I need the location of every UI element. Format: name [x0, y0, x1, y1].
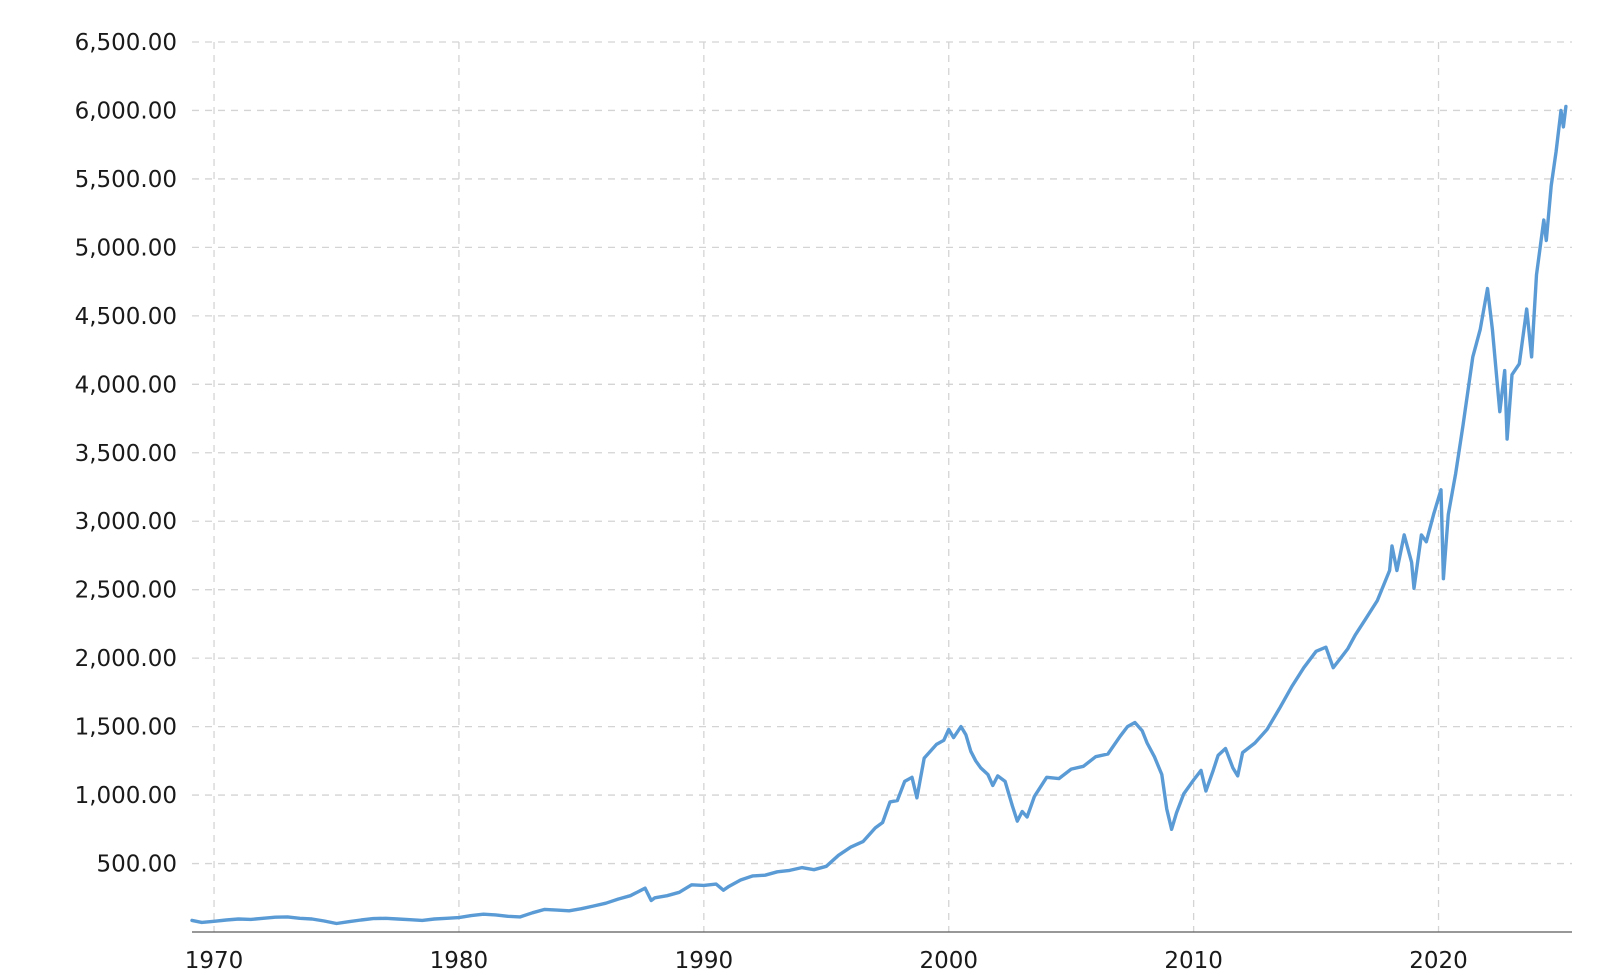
- tick-labels: 500.00 1,000.00 1,500.00 2,000.00 2,500.00 3,…: [75, 30, 1468, 974]
- y-tick-label: 6,000.00: [75, 98, 177, 124]
- y-tick-label: 6,500.00: [75, 30, 177, 56]
- y-tick-label: 2,000.00: [75, 646, 177, 672]
- y-tick-label: 1,000.00: [75, 783, 177, 809]
- x-tick-label: 2020: [1409, 948, 1468, 974]
- grid: [192, 41, 1572, 932]
- y-tick-label: 500.00: [97, 852, 177, 878]
- y-tick-label: 4,000.00: [75, 372, 177, 398]
- x-tick-label: 1970: [185, 948, 244, 974]
- series-line: [190, 104, 1568, 926]
- x-tick-label: 2010: [1164, 948, 1223, 974]
- y-tick-label: 4,500.00: [75, 304, 177, 330]
- y-tick-label: 3,000.00: [75, 509, 177, 535]
- y-tick-label: 1,500.00: [75, 715, 177, 741]
- y-tick-label: 3,500.00: [75, 441, 177, 467]
- x-tick-label: 2000: [919, 948, 978, 974]
- series-layer: [190, 104, 1568, 926]
- y-tick-label: 5,500.00: [75, 167, 177, 193]
- x-tick-label: 1990: [675, 948, 734, 974]
- x-tick-label: 1980: [430, 948, 489, 974]
- y-tick-label: 2,500.00: [75, 578, 177, 604]
- y-tick-label: 5,000.00: [75, 235, 177, 261]
